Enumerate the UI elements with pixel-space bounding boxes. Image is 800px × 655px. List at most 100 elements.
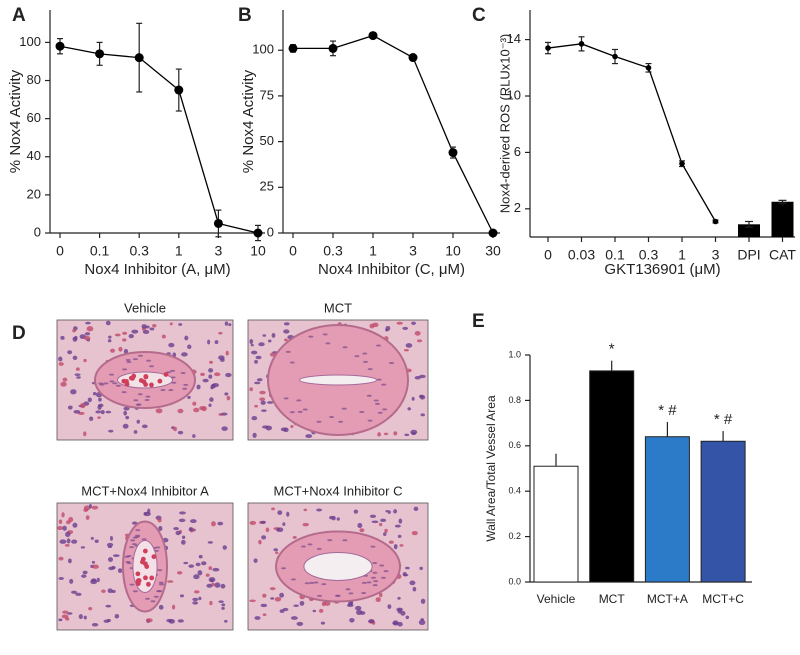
nucleus [131, 521, 138, 525]
wall-nucleus [170, 369, 176, 372]
nucleus [208, 374, 213, 379]
x-tick-label: 3 [409, 243, 417, 259]
nucleus [299, 600, 305, 606]
nucleus [155, 408, 163, 414]
image-title: MCT+Nox4 Inhibitor A [81, 483, 209, 498]
wall-nucleus [132, 536, 138, 539]
histology-image [56, 502, 234, 631]
x-axis-label: Nox4 Inhibitor (C, μM) [318, 261, 465, 278]
nucleus [353, 509, 359, 514]
nucleus [218, 600, 224, 604]
nucleus [418, 394, 424, 399]
wall-nucleus [366, 581, 372, 584]
nucleus [404, 566, 410, 570]
nucleus [411, 531, 418, 536]
x-tick-label: 0.1 [605, 247, 625, 263]
blood-cell [143, 374, 149, 379]
nucleus [109, 536, 113, 541]
nucleus [84, 336, 91, 341]
y-tick-label: 20 [27, 186, 41, 201]
wall-nucleus [297, 410, 303, 413]
x-tick-label: 0.1 [90, 243, 110, 259]
nucleus [416, 339, 423, 343]
nucleus [260, 520, 267, 524]
nucleus [198, 554, 203, 559]
y-tick-label: 1.0 [508, 349, 521, 359]
nucleus [181, 352, 188, 357]
nucleus [251, 416, 258, 421]
wall-nucleus [367, 368, 373, 371]
x-tick-label: CAT [769, 247, 796, 263]
nucleus [312, 609, 317, 613]
histology-image [247, 319, 429, 441]
point [174, 85, 184, 95]
wall-nucleus [112, 382, 118, 385]
nucleus [378, 592, 383, 598]
nucleus [118, 346, 123, 352]
nucleus [57, 526, 64, 531]
nucleus [92, 564, 99, 569]
nucleus [98, 403, 104, 408]
point [545, 45, 551, 51]
nucleus [83, 358, 87, 363]
wall-nucleus [122, 368, 128, 371]
nucleus [393, 544, 398, 550]
y-axis-label: Nox4-derived ROS (RLUx10⁻³) [497, 34, 512, 214]
nucleus [67, 405, 73, 410]
panel-letter: D [12, 323, 26, 344]
nucleus [316, 508, 323, 512]
wall-nucleus [359, 411, 365, 414]
wall-nucleus [301, 545, 307, 548]
point [612, 53, 618, 60]
nucleus [261, 535, 267, 540]
image-title: MCT [324, 300, 352, 315]
nucleus [125, 415, 130, 420]
nucleus [407, 407, 411, 411]
nucleus [209, 360, 214, 364]
nucleus [78, 614, 83, 620]
nucleus [166, 618, 173, 623]
nucleus [198, 596, 202, 601]
nucleus [178, 518, 186, 523]
nucleus [85, 515, 90, 520]
nucleus [226, 395, 231, 401]
nucleus [412, 586, 417, 592]
nucleus [357, 522, 363, 529]
y-tick-label: 10 [507, 87, 521, 102]
line [293, 34, 494, 234]
nucleus [149, 327, 155, 331]
nucleus [254, 616, 261, 620]
nucleus [178, 323, 183, 326]
nucleus [107, 557, 114, 562]
wall-nucleus [149, 365, 155, 368]
nucleus [383, 432, 389, 436]
wall-nucleus [317, 594, 323, 597]
wall-nucleus [345, 588, 351, 591]
nucleus [171, 604, 176, 610]
nucleus [122, 423, 129, 429]
wall-nucleus [361, 581, 367, 584]
wall-nucleus [289, 411, 295, 414]
nucleus [279, 592, 285, 598]
nucleus [62, 525, 67, 531]
wall-nucleus [183, 383, 189, 386]
x-tick-label: 0 [289, 243, 297, 259]
nucleus [259, 397, 266, 402]
nucleus [58, 576, 64, 581]
nucleus [91, 505, 99, 510]
nucleus [199, 406, 205, 411]
nucleus [67, 350, 73, 355]
point [448, 148, 458, 158]
nucleus [90, 536, 94, 540]
nucleus [217, 521, 224, 526]
nucleus [262, 593, 267, 598]
wall-nucleus [325, 342, 331, 345]
wall-nucleus [370, 545, 376, 548]
nucleus [355, 605, 362, 611]
nucleus [320, 621, 326, 625]
x-tick-label: 30 [485, 243, 501, 259]
nucleus [405, 615, 410, 620]
nucleus [254, 359, 258, 364]
wall-nucleus [141, 538, 147, 541]
nucleus [218, 355, 225, 360]
